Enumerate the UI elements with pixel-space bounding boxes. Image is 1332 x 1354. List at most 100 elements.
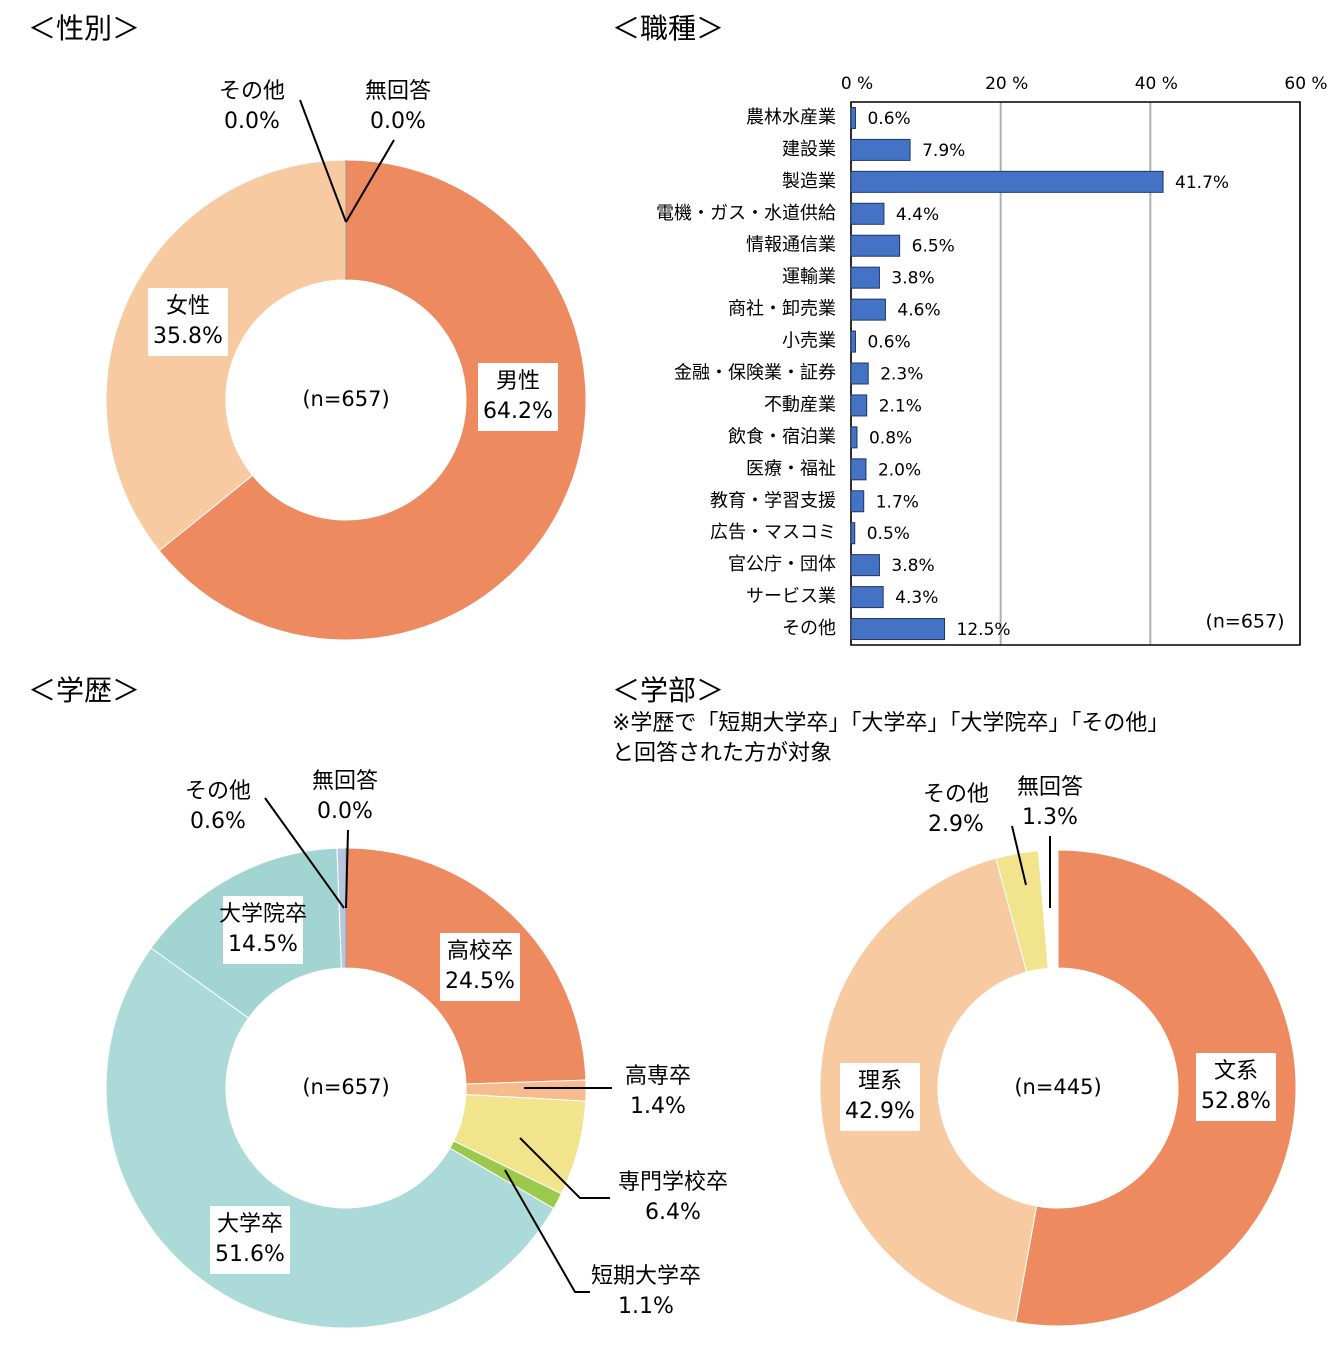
donut-slice xyxy=(1014,849,1297,1327)
slice-label: 理系 xyxy=(858,1069,902,1094)
bar xyxy=(850,490,865,513)
value-label: 0.5% xyxy=(867,524,910,544)
slice-value: 64.2% xyxy=(483,399,553,424)
label-box xyxy=(478,363,558,431)
y-tick-label: サービス業 xyxy=(746,586,836,607)
value-label: 0.8% xyxy=(869,428,912,448)
label-box xyxy=(1196,1053,1276,1121)
bar xyxy=(850,330,856,353)
value-label: 2.1% xyxy=(879,396,922,416)
x-tick-label: 40 % xyxy=(1135,74,1178,94)
leader-line xyxy=(299,99,347,223)
bar xyxy=(850,554,880,577)
y-tick-label: 金融・保険業・証券 xyxy=(674,363,836,384)
label-box xyxy=(440,933,520,1001)
bar xyxy=(850,106,856,129)
y-tick-label: 医療・福祉 xyxy=(746,458,836,479)
center-note: (n=657) xyxy=(302,387,389,411)
value-label: 41.7% xyxy=(1175,173,1229,193)
bar xyxy=(850,170,1164,193)
value-label: 12.5% xyxy=(957,620,1011,640)
slice-label: 無回答 xyxy=(365,79,431,104)
slice-label: 大学卒 xyxy=(217,1212,283,1237)
donut-slice xyxy=(819,857,1038,1323)
leader-line xyxy=(264,797,345,909)
leader-line xyxy=(1011,825,1027,886)
chart-title: ＜学歴＞ xyxy=(28,674,140,707)
slice-label: 文系 xyxy=(1214,1059,1258,1084)
slice-value: 52.8% xyxy=(1201,1089,1271,1114)
x-tick-label: 20 % xyxy=(985,74,1028,94)
donut-slice xyxy=(158,159,587,641)
center-note: (n=445) xyxy=(1014,1075,1101,1099)
chart-subtitle: と回答された方が対象 xyxy=(612,741,832,766)
slice-label: 無回答 xyxy=(312,769,378,794)
value-label: 4.4% xyxy=(896,205,939,225)
bar xyxy=(850,618,946,641)
slice-value: 6.4% xyxy=(645,1200,701,1225)
slice-value: 1.4% xyxy=(630,1094,686,1119)
slice-label: その他 xyxy=(185,779,251,804)
value-label: 3.8% xyxy=(891,269,934,289)
slice-value: 42.9% xyxy=(845,1099,915,1124)
value-label: 6.5% xyxy=(912,237,955,257)
value-label: 4.6% xyxy=(897,301,940,321)
chart-title: ＜学部＞ xyxy=(612,674,724,707)
value-label: 4.3% xyxy=(895,588,938,608)
slice-value: 24.5% xyxy=(445,969,515,994)
slice-label: 無回答 xyxy=(1017,775,1083,800)
x-tick-label: 0 % xyxy=(841,74,873,94)
slice-value: 0.0% xyxy=(317,799,373,824)
value-label: 2.3% xyxy=(880,365,923,385)
slice-value: 14.5% xyxy=(228,932,298,957)
slice-label: 女性 xyxy=(166,294,210,319)
bar xyxy=(850,458,867,481)
slice-label: 短期大学卒 xyxy=(591,1264,701,1289)
label-box xyxy=(148,288,228,356)
leader-line xyxy=(504,1169,590,1293)
value-label: 0.6% xyxy=(867,333,910,353)
bar xyxy=(850,298,886,321)
slice-label: 専門学校卒 xyxy=(618,1170,728,1195)
bar xyxy=(850,234,901,257)
y-tick-label: 情報通信業 xyxy=(746,235,836,256)
sample-note: (n=657) xyxy=(1205,611,1284,633)
label-box xyxy=(840,1063,920,1131)
slice-value: 51.6% xyxy=(215,1242,285,1267)
y-tick-label: 電機・ガス・水道供給 xyxy=(656,203,836,224)
y-tick-label: 農林水産業 xyxy=(746,107,836,128)
bar xyxy=(850,522,856,545)
slice-label: 男性 xyxy=(496,369,540,394)
donut-slice xyxy=(1038,849,1059,969)
leader-line xyxy=(345,139,395,223)
x-tick-label: 60 % xyxy=(1284,74,1327,94)
slice-value: 1.1% xyxy=(618,1294,674,1319)
y-tick-label: 広告・マスコミ xyxy=(710,522,836,543)
y-tick-label: 運輸業 xyxy=(782,267,836,288)
slice-value: 2.9% xyxy=(928,812,984,837)
slice-value: 1.3% xyxy=(1022,805,1078,830)
label-box xyxy=(210,1206,290,1274)
value-label: 0.6% xyxy=(867,109,910,129)
y-tick-label: 不動産業 xyxy=(764,394,836,415)
y-tick-label: 小売業 xyxy=(782,331,836,352)
y-tick-label: 教育・学習支援 xyxy=(710,490,836,511)
leader-line xyxy=(345,829,349,909)
bar xyxy=(850,426,858,449)
slice-label: その他 xyxy=(219,79,285,104)
bar xyxy=(850,394,868,417)
slice-label: 高専卒 xyxy=(625,1064,691,1089)
value-label: 1.7% xyxy=(876,492,919,512)
value-label: 7.9% xyxy=(922,141,965,161)
bar xyxy=(850,586,884,609)
y-tick-label: 建設業 xyxy=(782,139,836,160)
leader-line xyxy=(519,1137,610,1199)
y-tick-label: 官公庁・団体 xyxy=(728,554,836,575)
bar xyxy=(850,202,885,225)
bar xyxy=(850,362,869,385)
slice-value: 0.6% xyxy=(190,809,246,834)
y-tick-label: 製造業 xyxy=(782,171,836,192)
center-note: (n=657) xyxy=(302,1075,389,1099)
slice-label: その他 xyxy=(923,782,989,807)
label-box xyxy=(223,896,303,964)
